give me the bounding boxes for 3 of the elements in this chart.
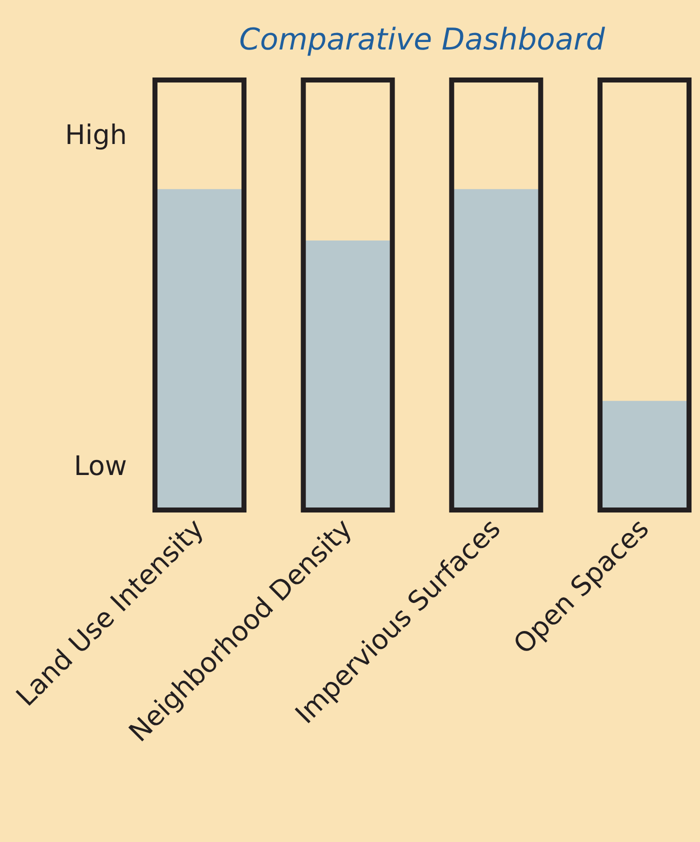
text: High [64,120,127,151]
annotation: Low [74,451,127,482]
chart-title: Comparative Dashboard [239,22,606,58]
